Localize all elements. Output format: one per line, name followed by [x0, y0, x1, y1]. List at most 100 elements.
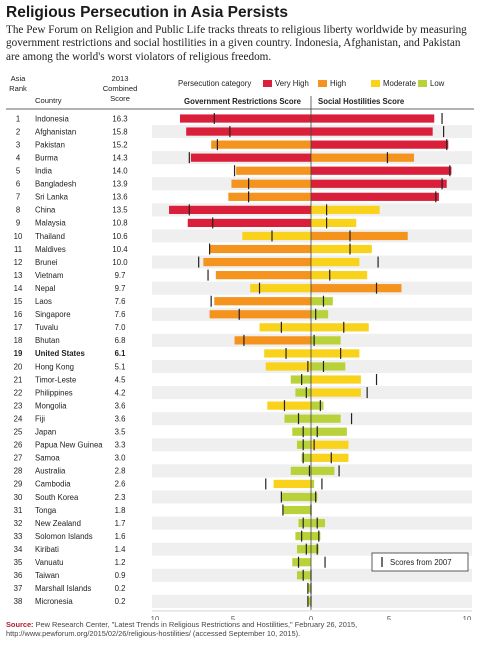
- rank-label: 15: [14, 297, 23, 306]
- score-label: 1.8: [115, 506, 126, 515]
- axis-tick-label: 10: [151, 615, 160, 620]
- country-label: Cambodia: [35, 480, 71, 489]
- country-label: Philippines: [35, 388, 73, 397]
- country-label: Burma: [35, 153, 59, 162]
- country-label: Indonesia: [35, 114, 69, 123]
- score-label: 10.8: [112, 219, 127, 228]
- country-label: Tuvalu: [35, 323, 58, 332]
- soc-bar: [311, 518, 326, 528]
- score-label: 2.8: [115, 467, 126, 476]
- soc-bar: [311, 427, 347, 436]
- soc-bar: [311, 414, 341, 423]
- gov-bar: [236, 166, 311, 175]
- rank-label: 19: [14, 349, 23, 358]
- soc-bar: [311, 310, 329, 319]
- rank-label: 1: [16, 114, 20, 123]
- gov-bar: [295, 532, 311, 541]
- gov-bar: [290, 375, 311, 384]
- gov-bar: [307, 597, 311, 606]
- legend-swatch-low: [418, 80, 427, 87]
- rank-label: 36: [14, 571, 23, 580]
- rank-label: 30: [14, 493, 23, 502]
- soc-bar: [311, 166, 452, 175]
- soc-bar: [311, 231, 408, 241]
- country-label: Samoa: [35, 454, 60, 463]
- gov-bar: [214, 297, 311, 306]
- gov-bar: [203, 257, 311, 267]
- score-label: 16.3: [112, 114, 127, 123]
- country-label: Sri Lanka: [35, 193, 69, 202]
- soc-bar: [311, 532, 321, 541]
- score-label: 3.6: [115, 414, 126, 423]
- country-label: Bangladesh: [35, 180, 76, 189]
- rank-label: 27: [14, 454, 23, 463]
- score-label: 9.7: [115, 284, 126, 293]
- country-label: Vanuatu: [35, 558, 63, 567]
- soc-bar: [311, 244, 372, 254]
- rank-label: 21: [14, 375, 23, 384]
- rank-label: 38: [14, 597, 23, 606]
- gov-bar: [179, 114, 311, 123]
- legend-label-moderate: Moderate: [383, 79, 416, 88]
- country-label: Maldives: [35, 245, 66, 254]
- country-label: Brunei: [35, 258, 58, 267]
- country-label: Australia: [35, 467, 66, 476]
- axis-tick-label: 10: [463, 615, 472, 620]
- column-headers: Asia Rank Country 2013 Combined Score Gover…: [6, 74, 474, 110]
- soc-bar: [311, 205, 380, 214]
- score-label: 14.0: [112, 167, 128, 176]
- soc-bar: [311, 388, 361, 397]
- score-label: 1.7: [115, 519, 126, 528]
- gov-bar: [292, 427, 311, 436]
- rank-label: 20: [14, 362, 23, 371]
- gov-bar: [209, 310, 311, 319]
- x-axis: 10 5 0 5 10: [151, 96, 472, 620]
- legend-label-high: High: [330, 79, 346, 88]
- row-stripe: [152, 594, 472, 608]
- score-label: 0.9: [115, 571, 126, 580]
- score-label: 13.5: [112, 206, 128, 215]
- rank-label: 5: [16, 167, 21, 176]
- rank-label: 18: [14, 336, 23, 345]
- gov-bar: [273, 479, 311, 489]
- country-label: China: [35, 206, 56, 215]
- rank-label: 35: [14, 558, 23, 567]
- country-label: Singapore: [35, 310, 71, 319]
- rank-label: 24: [14, 414, 23, 423]
- marker-legend-box: [371, 552, 469, 572]
- chart-bars: [169, 113, 452, 607]
- header-score: 2013 Combined Score: [103, 74, 138, 103]
- source-note: Source: Pew Research Center, "Latest Tre…: [6, 620, 476, 639]
- rank-label: 4: [16, 153, 21, 162]
- gov-bar: [296, 571, 311, 580]
- country-label: South Korea: [35, 493, 79, 502]
- rank-label: 6: [16, 180, 20, 189]
- gov-bar: [209, 244, 311, 254]
- soc-bar: [311, 192, 439, 201]
- rank-label: 32: [14, 519, 23, 528]
- country-label: Micronesia: [35, 597, 73, 606]
- score-label: 6.1: [115, 349, 127, 358]
- country-label: Afghanistan: [35, 127, 76, 136]
- rank-label: 11: [14, 245, 22, 254]
- country-label: Taiwan: [35, 571, 59, 580]
- soc-bar: [311, 284, 402, 293]
- soc-bar: [311, 323, 369, 332]
- rank-label: 13: [14, 271, 23, 280]
- marker-legend: Scores from 2007: [371, 552, 469, 572]
- score-label: 3.0: [115, 454, 127, 463]
- score-label: 3.6: [115, 401, 126, 410]
- legend: Persecution category Very High High Modera…: [178, 79, 445, 88]
- score-label: 3.3: [115, 441, 126, 450]
- rank-label: 2: [16, 127, 20, 136]
- soc-bar: [311, 545, 319, 554]
- gov-bar: [284, 414, 311, 423]
- axis-tick-label: 5: [231, 615, 236, 620]
- gov-bar: [295, 388, 311, 397]
- gov-bar: [242, 231, 311, 241]
- gov-bar: [265, 362, 311, 371]
- gov-bar: [169, 205, 311, 214]
- country-label: Hong Kong: [35, 362, 74, 371]
- gov-bar: [267, 401, 311, 410]
- rank-label: 14: [14, 284, 23, 293]
